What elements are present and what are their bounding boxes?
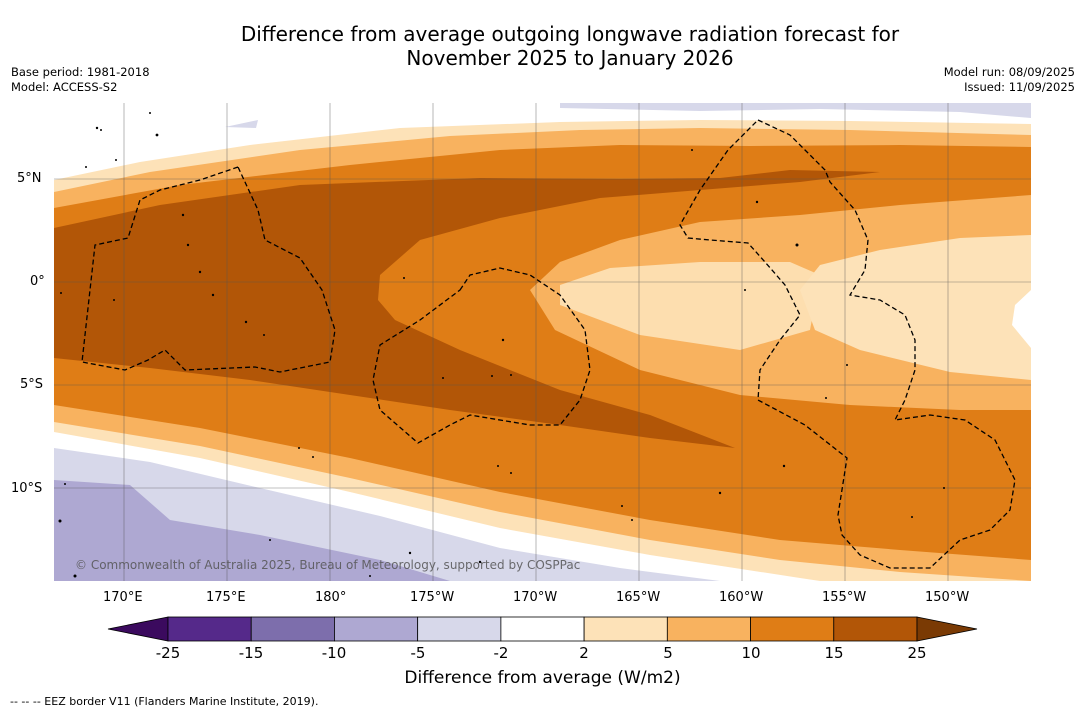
- colorbar-swatch: [417, 616, 502, 642]
- lon-label-150w: 150°W: [925, 590, 970, 605]
- lon-label-170e: 170°E: [103, 590, 143, 605]
- colorbar-tick-label: 10: [741, 644, 761, 662]
- colorbar-tick-label: -15: [238, 644, 264, 662]
- islands: [58, 112, 945, 578]
- colorbar-swatch: [334, 616, 419, 642]
- model-run: Model run: 08/09/2025: [943, 65, 1075, 79]
- map-title-line-2: November 2025 to January 2026: [406, 46, 734, 70]
- colorbar-title: Difference from average (W/m2): [404, 668, 681, 688]
- eez-borders: [81, 119, 1016, 569]
- colorbar-tick-label: 2: [579, 644, 589, 662]
- colorbar-tick-label: 5: [663, 644, 673, 662]
- lat-label-5s: 5°S: [20, 377, 44, 392]
- colorbar-tick-label: 25: [907, 644, 927, 662]
- lat-label-eq: 0°: [30, 274, 45, 289]
- contour-band-purple-north: [560, 103, 1031, 118]
- colorbar-swatch: [833, 616, 918, 642]
- lon-label-160w: 160°W: [719, 590, 764, 605]
- model-name: Model: ACCESS-S2: [11, 80, 118, 94]
- colorbar-tick-label: -10: [321, 644, 347, 662]
- graticule: [54, 103, 1031, 581]
- colorbar-swatch: [583, 616, 668, 642]
- colorbar-tick-label: -25: [155, 644, 181, 662]
- colorbar-under-arrow: [107, 616, 169, 642]
- lat-label-5n: 5°N: [17, 171, 42, 186]
- lon-label-165w: 165°W: [616, 590, 661, 605]
- lat-label-10s: 10°S: [11, 481, 43, 496]
- colorbar: [107, 616, 978, 642]
- map-title-line-1: Difference from average outgoing longwav…: [240, 22, 900, 46]
- lon-label-170w: 170°W: [513, 590, 558, 605]
- colorbar-swatch: [500, 616, 585, 642]
- colorbar-swatch: [750, 616, 835, 642]
- lon-label-175e: 175°E: [206, 590, 246, 605]
- copyright-watermark: © Commonwealth of Australia 2025, Bureau…: [75, 558, 581, 572]
- lon-label-180: 180°: [315, 590, 347, 605]
- colorbar-tick-label: -5: [410, 644, 426, 662]
- eez-footnote: -- -- -- EEZ border V11 (Flanders Marine…: [10, 695, 319, 708]
- lon-label-155w: 155°W: [822, 590, 867, 605]
- lon-label-175w: 175°W: [410, 590, 455, 605]
- base-period: Base period: 1981-2018: [11, 65, 150, 79]
- issued-date: Issued: 11/09/2025: [964, 80, 1075, 94]
- colorbar-tick-label: -2: [493, 644, 509, 662]
- colorbar-swatch: [666, 616, 751, 642]
- colorbar-swatch: [250, 616, 335, 642]
- contour-band-15-25: [54, 170, 880, 448]
- colorbar-over-arrow: [916, 616, 978, 642]
- colorbar-swatch: [167, 616, 252, 642]
- colorbar-tick-label: 15: [824, 644, 844, 662]
